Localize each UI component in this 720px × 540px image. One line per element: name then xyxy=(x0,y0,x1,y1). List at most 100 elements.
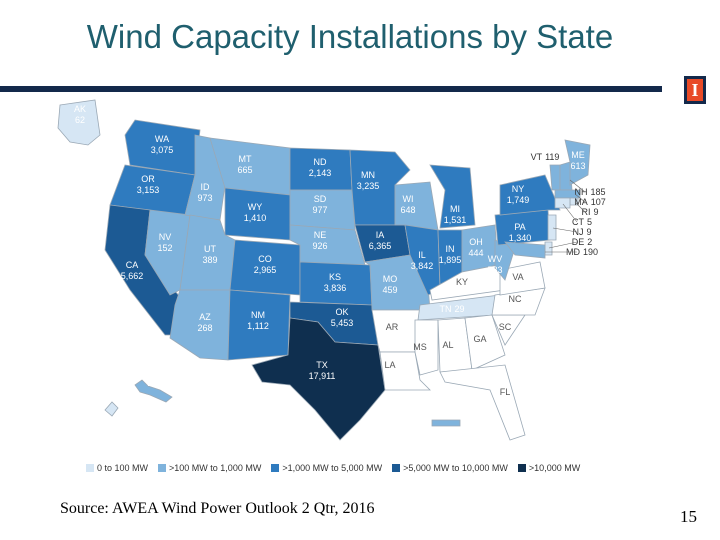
state-label-nv: NV 152 xyxy=(157,232,172,253)
state-abbr-nv: NV xyxy=(159,232,172,242)
state-abbr-ne: NE xyxy=(314,230,327,240)
state-AK[interactable] xyxy=(57,99,101,146)
state-CT[interactable] xyxy=(554,197,571,209)
legend-label: >10,000 MW xyxy=(528,463,581,473)
state-value-nj: 9 xyxy=(586,227,591,237)
state-value-ny: 1,749 xyxy=(507,195,530,205)
legend-label: >1,000 MW to 5,000 MW xyxy=(282,463,383,473)
state-label-ia: IA 6,365 xyxy=(369,230,392,251)
state-label-ok: OK 5,453 xyxy=(331,307,354,328)
state-label-al: AL xyxy=(442,340,453,350)
state-TX[interactable] xyxy=(251,317,386,441)
state-labels: AK 62 WA 3,075 OR 3,153 CA 5,662 NV 152 ID 973 MT 665… xyxy=(74,104,606,425)
state-value-sd: 977 xyxy=(312,205,327,215)
state-label-mo: MO 459 xyxy=(382,274,397,295)
state-abbr-mo: MO xyxy=(383,274,398,284)
state-label-tn: TN 29 xyxy=(439,304,464,314)
state-value-ct: 5 xyxy=(587,217,592,227)
legend-item: >10,000 MW xyxy=(517,463,581,473)
state-GU[interactable] xyxy=(104,401,119,417)
state-label-la: LA xyxy=(384,360,395,370)
state-label-fl: FL xyxy=(500,387,511,397)
leader-line-nj xyxy=(552,227,578,233)
state-label-va: VA xyxy=(512,272,523,282)
state-MS[interactable] xyxy=(414,319,439,376)
legend-swatch xyxy=(86,464,94,472)
state-label-pa: PA 1,340 xyxy=(509,222,532,243)
state-abbr-ga: GA xyxy=(473,334,486,344)
state-ME[interactable] xyxy=(564,139,591,186)
state-abbr-ri: RI xyxy=(581,207,590,217)
state-label-ga: GA xyxy=(473,334,486,344)
state-abbr-va: VA xyxy=(512,272,523,282)
state-FL[interactable] xyxy=(439,364,526,441)
state-value-wa: 3,075 xyxy=(151,145,174,155)
state-abbr-sd: SD xyxy=(314,194,327,204)
state-VT[interactable] xyxy=(549,164,561,191)
state-label-nd: ND 2,143 xyxy=(309,157,332,178)
legend-swatch xyxy=(158,464,167,472)
state-MD[interactable] xyxy=(504,241,546,259)
state-abbr-me: ME xyxy=(571,150,585,160)
state-value-nh: 185 xyxy=(590,187,605,197)
state-value-tx: 17,911 xyxy=(309,371,336,381)
state-value-oh: 444 xyxy=(468,248,483,258)
legend-swatch xyxy=(392,464,401,472)
state-label-tx: TX 17,911 xyxy=(309,360,336,381)
state-value-mi: 1,531 xyxy=(444,215,467,225)
state-abbr-il: IL xyxy=(418,250,426,260)
state-abbr-nj: NJ xyxy=(572,227,583,237)
legend: 0 to 100 MW >100 MW to 1,000 MW >1,000 MW … xyxy=(86,463,580,473)
state-label-ut: UT 389 xyxy=(202,244,217,265)
state-VA[interactable] xyxy=(499,261,546,296)
state-label-mn: MN 3,235 xyxy=(357,170,380,191)
state-label-ri: RI 9 xyxy=(581,207,598,217)
state-value-ri: 9 xyxy=(593,207,598,217)
state-label-ma: MA 107 xyxy=(574,197,606,207)
state-value-mn: 3,235 xyxy=(357,181,380,191)
state-value-md: 190 xyxy=(583,247,598,257)
state-abbr-ct: CT xyxy=(572,217,584,227)
legend-label: >100 MW to 1,000 MW xyxy=(169,463,262,473)
state-abbr-nm: NM xyxy=(251,310,265,320)
state-value-ok: 5,453 xyxy=(331,318,354,328)
state-abbr-de: DE xyxy=(572,237,585,247)
state-abbr-pa: PA xyxy=(514,222,525,232)
state-PR[interactable] xyxy=(431,419,461,427)
state-label-ca: CA 5,662 xyxy=(121,260,144,281)
state-abbr-in: IN xyxy=(446,244,455,254)
state-value-id: 973 xyxy=(197,193,212,203)
state-value-vt: 119 xyxy=(545,152,559,162)
state-value-in: 1,895 xyxy=(439,255,462,265)
state-DE[interactable] xyxy=(544,241,553,256)
leader-line-nh xyxy=(569,179,586,193)
state-abbr-nd: ND xyxy=(314,157,327,167)
legend-swatch xyxy=(517,464,526,472)
legend-label: >5,000 MW to 10,000 MW xyxy=(403,463,508,473)
state-value-ia: 6,365 xyxy=(369,241,392,251)
state-GA[interactable] xyxy=(464,314,506,371)
state-label-nc: NC xyxy=(509,294,522,304)
state-NV[interactable] xyxy=(144,209,191,296)
state-label-mi: MI 1,531 xyxy=(444,204,467,225)
state-abbr-tx: TX xyxy=(316,360,328,370)
state-MI[interactable] xyxy=(429,164,476,229)
state-label-wa: WA 3,075 xyxy=(151,134,174,155)
state-LA[interactable] xyxy=(379,351,431,391)
state-abbr-gu: GU xyxy=(93,377,107,387)
state-value-nm: 1,112 xyxy=(247,321,269,331)
state-HI[interactable] xyxy=(134,379,173,403)
state-NJ[interactable] xyxy=(547,214,557,241)
state-label-ks: KS 3,836 xyxy=(324,272,347,293)
state-label-il: IL 3,842 xyxy=(411,250,434,271)
state-NY[interactable] xyxy=(499,174,561,216)
state-value-me: 613 xyxy=(570,161,585,171)
state-label-ms: MS xyxy=(413,342,427,352)
university-logo: I xyxy=(684,76,706,104)
state-value-ne: 926 xyxy=(312,241,327,251)
state-abbr-co: CO xyxy=(258,254,272,264)
state-value-co: 2,965 xyxy=(254,265,277,275)
state-value-or: 3,153 xyxy=(137,185,160,195)
state-label-sd: SD 977 xyxy=(312,194,327,215)
ne-leader-lines xyxy=(545,179,586,253)
